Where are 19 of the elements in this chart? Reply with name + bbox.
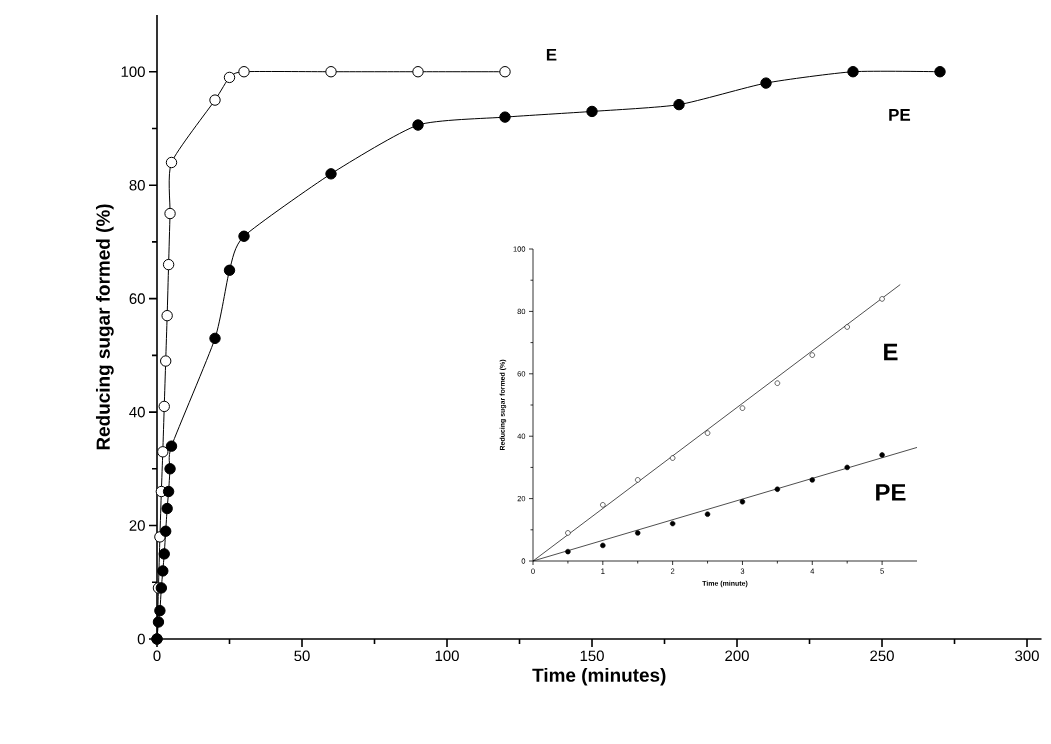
x-axis-title: Time (minutes): [532, 667, 666, 686]
text: E: [546, 48, 557, 61]
text: PE: [889, 109, 911, 121]
y-tick-label: 100: [121, 66, 145, 78]
y-tick-label: 20: [129, 520, 145, 531]
series-label: PE: [876, 484, 906, 501]
x-tick-label: 150: [580, 650, 604, 662]
y-axis-title: Reducing sugar formed (%): [95, 204, 114, 450]
x-tick-label: 300: [1015, 650, 1039, 662]
series-label: E: [884, 343, 898, 361]
y-tick-label: 40: [129, 406, 145, 418]
x-tick-label: 0: [153, 650, 161, 662]
x-tick-label: 200: [725, 650, 749, 662]
x-tick-label: 100: [435, 650, 459, 662]
x-tick-label: 50: [294, 650, 310, 662]
y-tick-label: 80: [129, 179, 145, 191]
y-tick-label: 60: [129, 293, 145, 304]
x-tick-label: 250: [870, 650, 894, 662]
y-tick-label: 0: [137, 633, 145, 645]
